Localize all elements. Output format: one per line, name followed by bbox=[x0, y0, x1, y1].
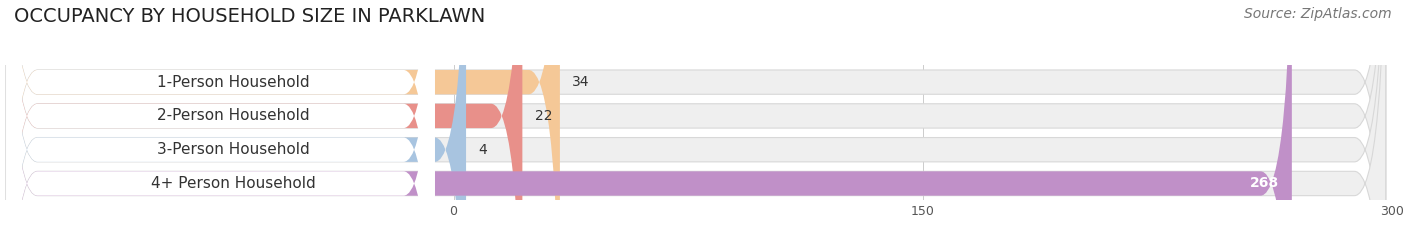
Text: OCCUPANCY BY HOUSEHOLD SIZE IN PARKLAWN: OCCUPANCY BY HOUSEHOLD SIZE IN PARKLAWN bbox=[14, 7, 485, 26]
FancyBboxPatch shape bbox=[6, 0, 1386, 233]
Text: 34: 34 bbox=[572, 75, 591, 89]
FancyBboxPatch shape bbox=[6, 0, 465, 233]
Text: 4+ Person Household: 4+ Person Household bbox=[150, 176, 315, 191]
FancyBboxPatch shape bbox=[6, 0, 1386, 233]
Text: 22: 22 bbox=[534, 109, 553, 123]
FancyBboxPatch shape bbox=[6, 0, 523, 233]
FancyBboxPatch shape bbox=[6, 0, 434, 233]
FancyBboxPatch shape bbox=[6, 0, 434, 233]
FancyBboxPatch shape bbox=[6, 0, 1292, 233]
Text: 4: 4 bbox=[478, 143, 488, 157]
Text: 2-Person Household: 2-Person Household bbox=[156, 108, 309, 123]
Text: 268: 268 bbox=[1250, 176, 1279, 191]
FancyBboxPatch shape bbox=[6, 0, 1386, 233]
Text: 3-Person Household: 3-Person Household bbox=[156, 142, 309, 157]
Text: Source: ZipAtlas.com: Source: ZipAtlas.com bbox=[1244, 7, 1392, 21]
FancyBboxPatch shape bbox=[6, 0, 434, 233]
Text: 1-Person Household: 1-Person Household bbox=[156, 75, 309, 90]
FancyBboxPatch shape bbox=[6, 0, 560, 233]
FancyBboxPatch shape bbox=[6, 0, 434, 233]
FancyBboxPatch shape bbox=[6, 0, 1386, 233]
